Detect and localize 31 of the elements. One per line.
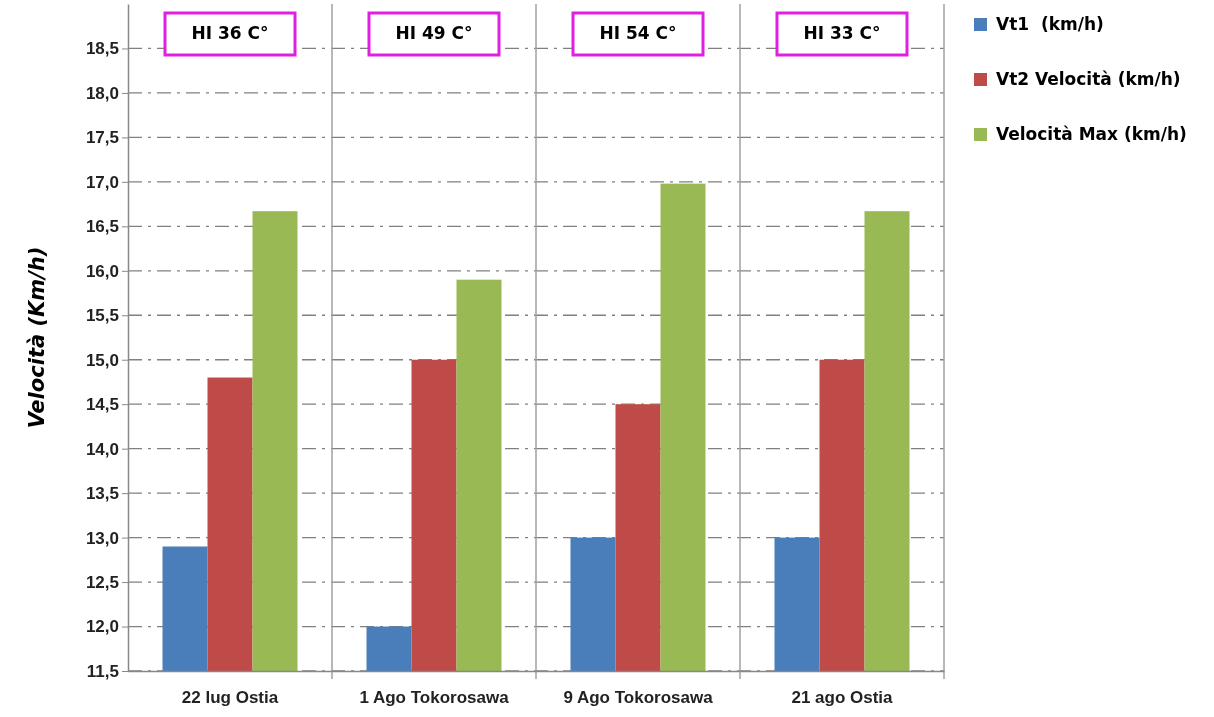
legend-label: Vt2 Velocità (km/h)	[996, 69, 1181, 89]
y-tick-label: 12,5	[85, 573, 119, 593]
legend-label: Vt1 (km/h)	[996, 14, 1104, 34]
y-tick-label: 14,5	[85, 395, 119, 415]
y-tick-label: 18,5	[85, 39, 119, 59]
annotation: HI 36 C°	[191, 23, 269, 43]
legend-label: Velocità Max (km/h)	[996, 124, 1187, 144]
y-tick-label: 15,5	[85, 306, 119, 326]
y-tick-label: 17,0	[85, 172, 119, 192]
y-tick-label: 18,0	[85, 83, 119, 103]
annotation: HI 54 C°	[599, 23, 677, 43]
y-axis-title: Velocità (Km/h)	[25, 246, 49, 429]
x-tick-label: 1 Ago Tokorosawa	[359, 688, 510, 708]
label-box: HI 36 C°	[163, 11, 297, 57]
y-tick-label: 14,0	[85, 439, 119, 459]
x-tick-label: 21 ago Ostia	[791, 688, 894, 708]
y-tick-label: 13,0	[85, 528, 119, 548]
annotation: HI 49 C°	[395, 23, 473, 43]
y-tick-label: 12,0	[85, 617, 119, 637]
label-box: HI 33 C°	[775, 11, 909, 57]
x-tick-label: 9 Ago Tokorosawa	[563, 688, 714, 708]
y-tick-label: 17,5	[85, 128, 119, 148]
y-tick-label: 16,5	[85, 217, 119, 237]
y-tick-label: 15,0	[85, 350, 119, 370]
label-box: HI 49 C°	[367, 11, 501, 57]
y-tick-label: 16,0	[85, 261, 119, 281]
x-tick-label: 22 lug Ostia	[181, 688, 279, 708]
y-tick-label: 11,5	[86, 661, 119, 681]
label-box: HI 54 C°	[571, 11, 705, 57]
annotation: HI 33 C°	[803, 23, 881, 43]
y-tick-label: 13,5	[85, 484, 119, 504]
